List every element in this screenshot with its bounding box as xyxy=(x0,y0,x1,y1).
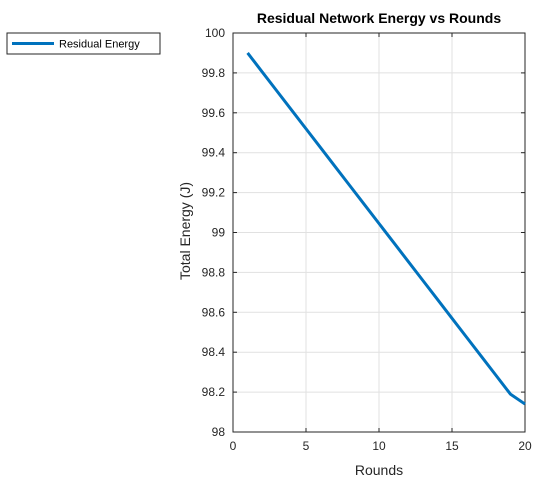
y-axis-label: Total Energy (J) xyxy=(177,182,193,280)
y-tick-label: 98.6 xyxy=(202,305,226,319)
y-axis-ticks: 98 98.2 98.4 98.6 98.8 99 99.2 99.4 99.6 99.8 100 xyxy=(202,26,525,439)
y-tick-label: 98.8 xyxy=(202,265,226,279)
legend-label-residual-energy: Residual Energy xyxy=(59,39,140,51)
y-tick-label: 98.4 xyxy=(202,345,226,359)
x-tick-label: 10 xyxy=(372,439,386,453)
y-tick-label: 99.6 xyxy=(202,106,226,120)
x-tick-label: 20 xyxy=(518,439,532,453)
y-tick-label: 98.2 xyxy=(202,385,226,399)
y-tick-label: 100 xyxy=(205,26,225,40)
series-group xyxy=(246,52,526,406)
legend-box xyxy=(6,32,161,55)
y-tick-label: 99 xyxy=(212,226,226,240)
y-tick-label: 98 xyxy=(212,425,226,439)
x-axis-ticks: 0 5 10 15 20 xyxy=(230,33,532,453)
x-tick-label: 0 xyxy=(230,439,237,453)
y-tick-label: 99.2 xyxy=(202,186,226,200)
y-tick-label: 99.8 xyxy=(202,66,226,80)
x-axis-label: Rounds xyxy=(355,462,403,478)
x-tick-label: 5 xyxy=(303,439,310,453)
series-line-residual-energy xyxy=(246,52,526,406)
x-tick-label: 15 xyxy=(445,439,459,453)
legend: Residual Energy xyxy=(6,32,161,55)
y-tick-label: 99.4 xyxy=(202,146,226,160)
chart-title: Residual Network Energy vs Rounds xyxy=(257,10,501,26)
